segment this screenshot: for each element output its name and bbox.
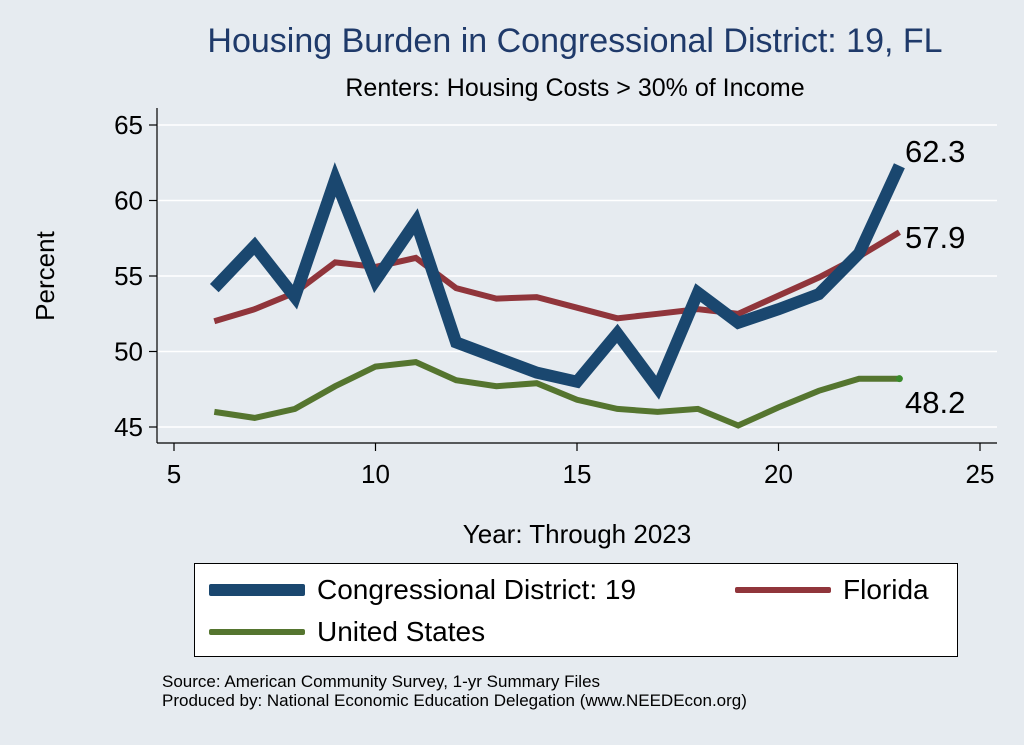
- legend-swatch-district: [209, 584, 305, 596]
- legend-label-us: United States: [317, 616, 486, 647]
- legend-label-florida: Florida: [843, 574, 929, 605]
- legend-label-district: Congressional District: 19: [317, 574, 637, 605]
- legend-item-us: United States: [209, 616, 485, 648]
- y-tick-label: 60: [114, 186, 143, 216]
- legend-swatch-us: [209, 629, 305, 635]
- series-line-us: [213, 359, 900, 429]
- x-tick-label: 25: [966, 459, 995, 489]
- end-label-us: 48.2: [905, 385, 965, 420]
- us-end-marker: [895, 375, 903, 383]
- y-axis-label: Percent: [30, 230, 60, 320]
- y-tick-label: 55: [114, 261, 143, 291]
- y-tick-label: 65: [114, 110, 143, 140]
- x-tick-label: 15: [563, 459, 592, 489]
- chart-title: Housing Burden in Congressional District…: [207, 22, 943, 60]
- legend-item-florida: Florida: [735, 574, 929, 606]
- legend: Congressional District: 19 Florida Unite…: [194, 563, 958, 657]
- x-tick-label: 10: [361, 459, 390, 489]
- x-tick-label: 5: [167, 459, 181, 489]
- legend-swatch-florida: [735, 587, 831, 593]
- y-tick-label: 50: [114, 337, 143, 367]
- chart-subtitle: Renters: Housing Costs > 30% of Income: [345, 74, 805, 102]
- series-line-florida: [213, 229, 901, 325]
- x-axis-label: Year: Through 2023: [463, 519, 691, 549]
- x-tick-label: 20: [764, 459, 793, 489]
- source-note: Source: American Community Survey, 1-yr …: [162, 672, 747, 710]
- producer-line: Produced by: National Economic Education…: [162, 691, 747, 710]
- source-line: Source: American Community Survey, 1-yr …: [162, 672, 601, 691]
- y-tick-label: 45: [114, 412, 143, 442]
- legend-item-district: Congressional District: 19: [209, 574, 636, 606]
- line-chart: 45 50 55 60 65 5 10 15 20 25 Percent Year: Through …: [30, 108, 997, 549]
- series-line-district: [209, 162, 905, 400]
- end-label-district: 62.3: [905, 134, 965, 169]
- end-label-florida: 57.9: [905, 220, 965, 255]
